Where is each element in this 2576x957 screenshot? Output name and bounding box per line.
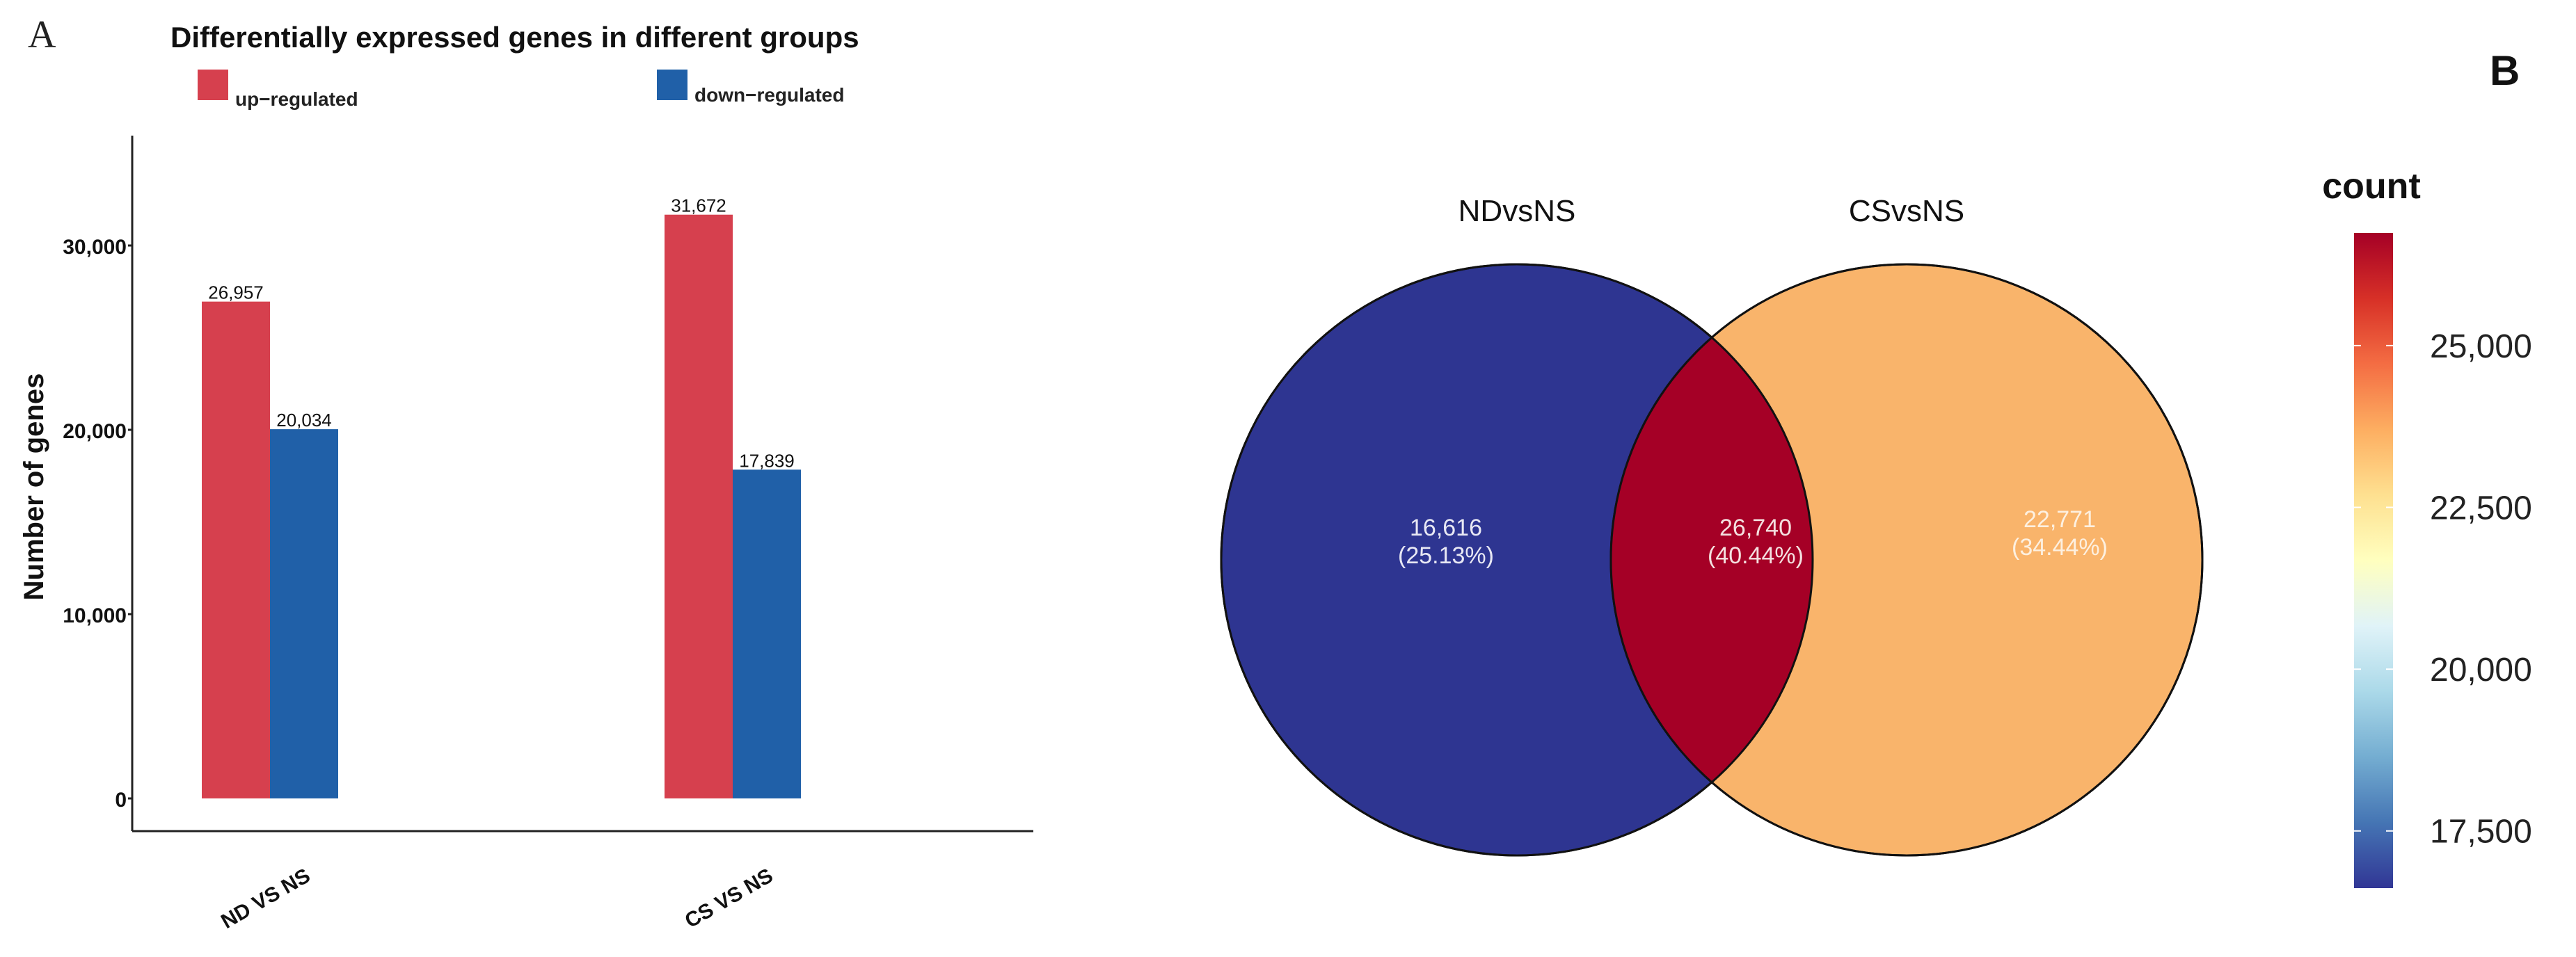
bar-value-labels: 26,957 20,034 31,672 17,839 [208,195,795,472]
bar [270,429,338,798]
panel-a: A Differentially expressed genes in diff… [19,13,1033,933]
venn-left-outline [1220,263,1814,857]
bars [202,214,801,798]
colorbar-tick-label: 20,000 [2430,652,2532,689]
venn-csvsns-only-count: 22,771 [2024,506,2096,533]
venn-set-name-ndvsns: NDvsNS [1458,194,1576,228]
x-tick-labels: ND VS NS CS VS NS [217,864,777,933]
legend-swatch-down [657,70,687,100]
venn-ndvsns-only-count: 16,616 [1410,515,1482,541]
x-tick-label: CS VS NS [681,864,777,933]
bar-value-label: 26,957 [208,282,264,303]
venn-ndvsns-only-percent: (25.13%) [1398,542,1494,569]
colorbar: count 17,500 20,000 22,500 25,000 [2322,166,2532,888]
y-tick-label: 0 [115,789,127,812]
bar [733,469,801,798]
legend-label-up: up−regulated [235,88,358,110]
bar-value-label: 20,034 [276,410,332,431]
colorbar-tick-label: 25,000 [2430,328,2532,365]
panel-b-letter: B [2490,47,2520,94]
y-tick-label: 30,000 [63,236,127,259]
bar-value-label: 17,839 [739,450,795,471]
venn-intersection-percent: (40.44%) [1708,542,1804,569]
bar-chart-title: Differentially expressed genes in differ… [170,21,859,54]
colorbar-title: count [2322,166,2421,207]
y-tick-label: 10,000 [63,604,127,627]
venn-diagram: NDvsNS CSvsNS 16,616 (25.13%) 26,740 (40… [1220,194,2204,857]
y-axis-label: Number of genes [19,373,49,601]
bar-value-label: 31,672 [671,195,726,216]
y-tick-label: 20,000 [63,420,127,443]
panel-a-letter: A [28,13,56,56]
x-tick-label: ND VS NS [217,864,314,933]
colorbar-tick-label: 22,500 [2430,490,2532,527]
legend-label-down: down−regulated [694,84,844,106]
bar-chart-legend: up−regulated down−regulated [198,70,844,110]
colorbar-gradient [2354,233,2393,888]
panel-b: count B NDvsNS CSvsNS 16,616 (25.13%) 26… [1220,47,2532,888]
venn-csvsns-only-percent: (34.44%) [2012,534,2108,561]
venn-intersection-region [1611,264,1813,855]
legend-swatch-up [198,70,228,100]
colorbar-tick-label: 17,500 [2430,814,2532,851]
venn-right-outline [1609,263,2204,857]
bar [202,301,270,798]
venn-set-name-csvsns: CSvsNS [1849,194,1964,228]
y-ticks: 0 10,000 20,000 30,000 [63,236,132,812]
venn-intersection-count: 26,740 [1719,515,1792,541]
colorbar-ticks: 17,500 20,000 22,500 25,000 [2354,328,2532,851]
bar [665,214,733,798]
